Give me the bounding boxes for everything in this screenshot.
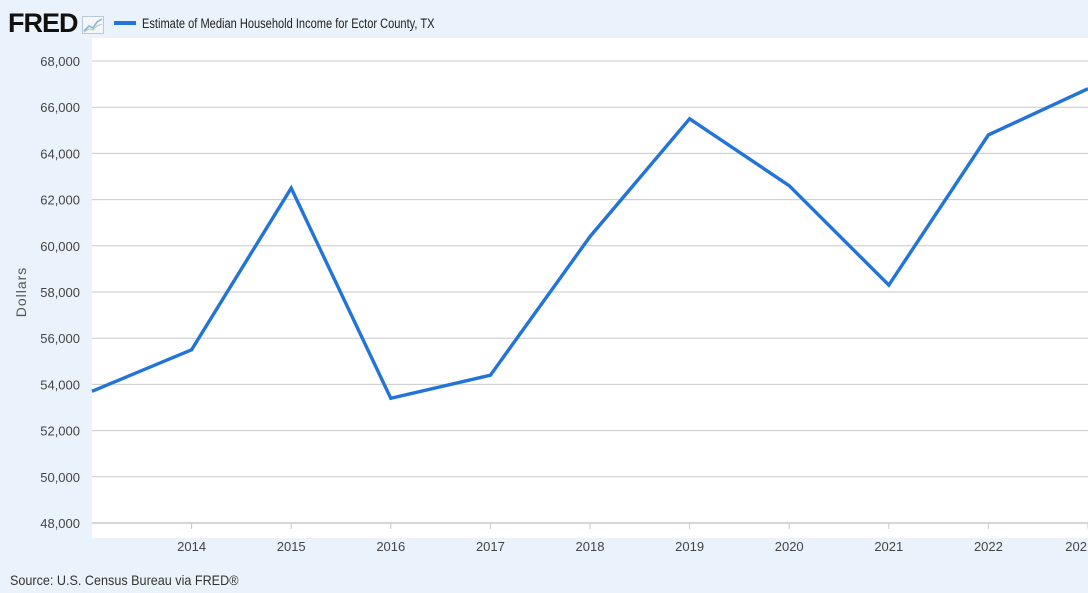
y-tick-label: 58,000	[40, 285, 80, 300]
x-tick-label: 2015	[277, 539, 306, 554]
chart-header: FRED Estimate of Median Household Income…	[8, 6, 498, 40]
source-note: Source: U.S. Census Bureau via FRED®	[10, 572, 239, 588]
x-axis-tick-labels: 2014 2015 2016 2017 2018 2019 2020 2021 2022 202	[177, 523, 1088, 554]
fred-logo[interactable]: FRED	[8, 8, 78, 38]
y-tick-label: 66,000	[40, 100, 80, 115]
data-point[interactable]	[487, 372, 493, 378]
y-tick-label: 48,000	[40, 516, 80, 531]
data-point[interactable]	[288, 185, 294, 191]
data-point[interactable]	[886, 282, 892, 288]
x-tick-label: 2014	[177, 539, 206, 554]
y-tick-label: 60,000	[40, 239, 80, 254]
data-point[interactable]	[687, 116, 693, 122]
x-tick-label: 2019	[675, 539, 704, 554]
legend-label[interactable]: Estimate of Median Household Income for …	[141, 15, 434, 31]
plot-area	[92, 38, 1088, 538]
x-tick-label: 202	[1065, 539, 1087, 554]
y-tick-label: 52,000	[40, 424, 80, 439]
x-tick-label: 2022	[974, 539, 1003, 554]
y-tick-label: 50,000	[40, 470, 80, 485]
x-tick-label: 2017	[476, 539, 505, 554]
x-tick-label: 2018	[576, 539, 605, 554]
x-tick-label: 2016	[376, 539, 405, 554]
x-tick-label: 2021	[874, 539, 903, 554]
data-point[interactable]	[388, 395, 394, 401]
y-axis-label: Dollars	[13, 267, 29, 318]
gridlines	[92, 60, 1088, 524]
series-points	[89, 86, 1088, 402]
y-tick-label: 54,000	[40, 377, 80, 392]
data-point[interactable]	[587, 234, 593, 240]
y-tick-label: 62,000	[40, 193, 80, 208]
fred-sparkline-icon	[81, 16, 104, 34]
data-point[interactable]	[89, 388, 95, 394]
y-tick-label: 56,000	[40, 331, 80, 346]
x-tick-label: 2020	[775, 539, 804, 554]
data-point[interactable]	[985, 132, 991, 138]
legend-swatch	[113, 21, 136, 25]
y-axis-tick-labels: 68,000 66,000 64,000 62,000 60,000 58,000 56,0…	[40, 54, 80, 531]
y-tick-label: 64,000	[40, 146, 80, 161]
data-point[interactable]	[786, 183, 792, 189]
data-point[interactable]	[189, 347, 195, 353]
series-line[interactable]	[91, 87, 1088, 401]
y-tick-label: 68,000	[40, 54, 80, 69]
